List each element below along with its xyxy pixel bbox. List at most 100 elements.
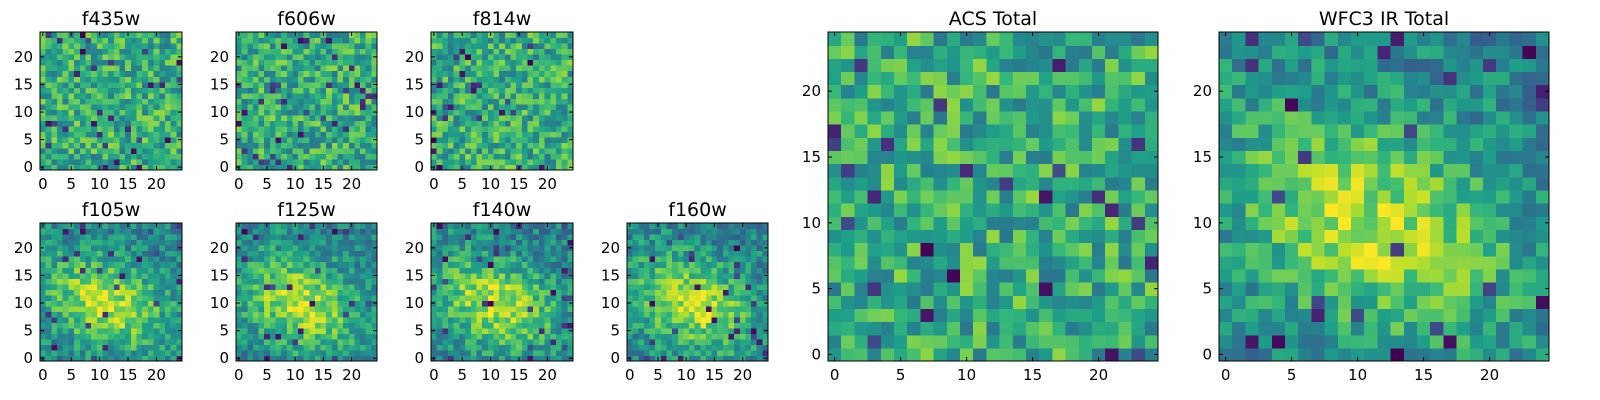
heatmap-cell <box>298 120 305 127</box>
heatmap-cell <box>45 267 52 274</box>
heatmap-cell <box>85 223 92 230</box>
heatmap-cell <box>550 322 557 329</box>
heatmap-cell <box>264 98 271 105</box>
heatmap-cell <box>694 245 701 252</box>
heatmap-cell <box>933 268 948 283</box>
heatmap-cell <box>544 98 551 105</box>
heatmap-cell <box>371 256 378 263</box>
heatmap-cell <box>465 322 472 329</box>
heatmap-cell <box>68 70 75 77</box>
heatmap-cell <box>999 334 1014 349</box>
heatmap-cell <box>130 76 138 83</box>
heatmap-cell <box>841 334 855 349</box>
heatmap-cell <box>516 131 523 138</box>
heatmap-cell <box>694 250 701 257</box>
heatmap-cell <box>45 327 52 334</box>
heatmap-cell <box>734 250 741 257</box>
heatmap-cell <box>431 261 438 268</box>
heatmap-cell <box>555 344 563 351</box>
heatmap-cell <box>527 349 534 357</box>
heatmap-cell <box>275 103 282 110</box>
heatmap-cell <box>555 164 563 171</box>
heatmap-cell <box>1065 229 1080 244</box>
heatmap-cell <box>442 272 449 279</box>
heatmap-cell <box>85 43 92 50</box>
heatmap-cell <box>153 234 160 241</box>
heatmap-cell <box>544 234 551 241</box>
heatmap-cell <box>482 239 489 246</box>
heatmap-cell <box>666 311 673 318</box>
heatmap-cell <box>331 158 339 166</box>
heatmap-cell <box>96 349 104 357</box>
heatmap-cell <box>711 239 718 246</box>
heatmap-cell <box>973 176 987 191</box>
heatmap-cell <box>320 109 327 116</box>
heatmap-cell <box>694 261 701 268</box>
heatmap-cell <box>751 338 758 346</box>
heatmap-cell <box>431 316 438 323</box>
heatmap-cell <box>510 333 517 340</box>
x-tick-label: 15 <box>509 366 528 384</box>
heatmap-cell <box>470 109 478 116</box>
heatmap-cell <box>487 278 495 285</box>
heatmap-cell <box>264 142 271 149</box>
heatmap-cell <box>176 250 183 257</box>
heatmap-cell <box>567 103 574 110</box>
heatmap-cell <box>337 54 344 61</box>
heatmap-cell <box>436 120 443 127</box>
heatmap-cell <box>79 344 87 351</box>
heatmap-cell <box>113 48 121 55</box>
heatmap-cell <box>521 223 529 230</box>
heatmap-cell <box>147 272 155 279</box>
heatmap-cell <box>465 355 472 362</box>
heatmap-cell <box>269 333 277 340</box>
heatmap-cell <box>68 125 75 132</box>
heatmap-cell <box>555 98 563 105</box>
heatmap-cell <box>281 322 288 329</box>
y-tick-label: 5 <box>414 131 424 149</box>
heatmap-cell <box>176 125 183 132</box>
heatmap-cell <box>258 344 265 351</box>
heatmap-cell <box>354 153 361 160</box>
heatmap-cell <box>756 289 763 296</box>
heatmap-cell <box>672 239 679 246</box>
heatmap-cell <box>85 59 92 66</box>
heatmap-cell <box>476 59 483 66</box>
heatmap-cell <box>62 70 69 77</box>
heatmap-cell <box>236 344 243 351</box>
heatmap-cell <box>164 322 172 329</box>
heatmap-cell <box>933 347 948 362</box>
heatmap-cell <box>694 349 701 357</box>
heatmap-cell <box>448 59 455 66</box>
heatmap-cell <box>241 349 248 357</box>
heatmap-cell <box>476 120 483 127</box>
heatmap-cell <box>292 338 299 346</box>
heatmap-cell <box>159 48 166 55</box>
heatmap-cell <box>309 43 316 50</box>
heatmap-cell <box>1092 216 1106 230</box>
heatmap-cell <box>499 272 506 279</box>
heatmap-cell <box>331 81 339 88</box>
heatmap-cell <box>499 250 506 257</box>
heatmap-cell <box>348 261 356 268</box>
heatmap-cell <box>153 136 160 143</box>
heatmap-cell <box>79 333 87 340</box>
heatmap-cell <box>119 153 126 160</box>
heatmap-cell <box>96 272 104 279</box>
heatmap-cell <box>465 344 472 351</box>
heatmap-cell <box>142 109 149 116</box>
heatmap-cell <box>946 282 961 296</box>
heatmap-cell <box>62 267 69 274</box>
heatmap-cell <box>337 305 344 312</box>
heatmap-cell <box>79 267 87 274</box>
heatmap-cell <box>320 120 327 127</box>
heatmap-cell <box>286 245 293 252</box>
heatmap-cell <box>453 278 460 285</box>
heatmap-cell <box>632 289 639 296</box>
heatmap-cell <box>343 344 350 351</box>
heatmap-cell <box>236 153 243 160</box>
heatmap-cell <box>360 147 367 155</box>
heatmap-cell <box>907 229 921 244</box>
heatmap-cell <box>331 256 339 263</box>
heatmap-cell <box>638 272 645 279</box>
